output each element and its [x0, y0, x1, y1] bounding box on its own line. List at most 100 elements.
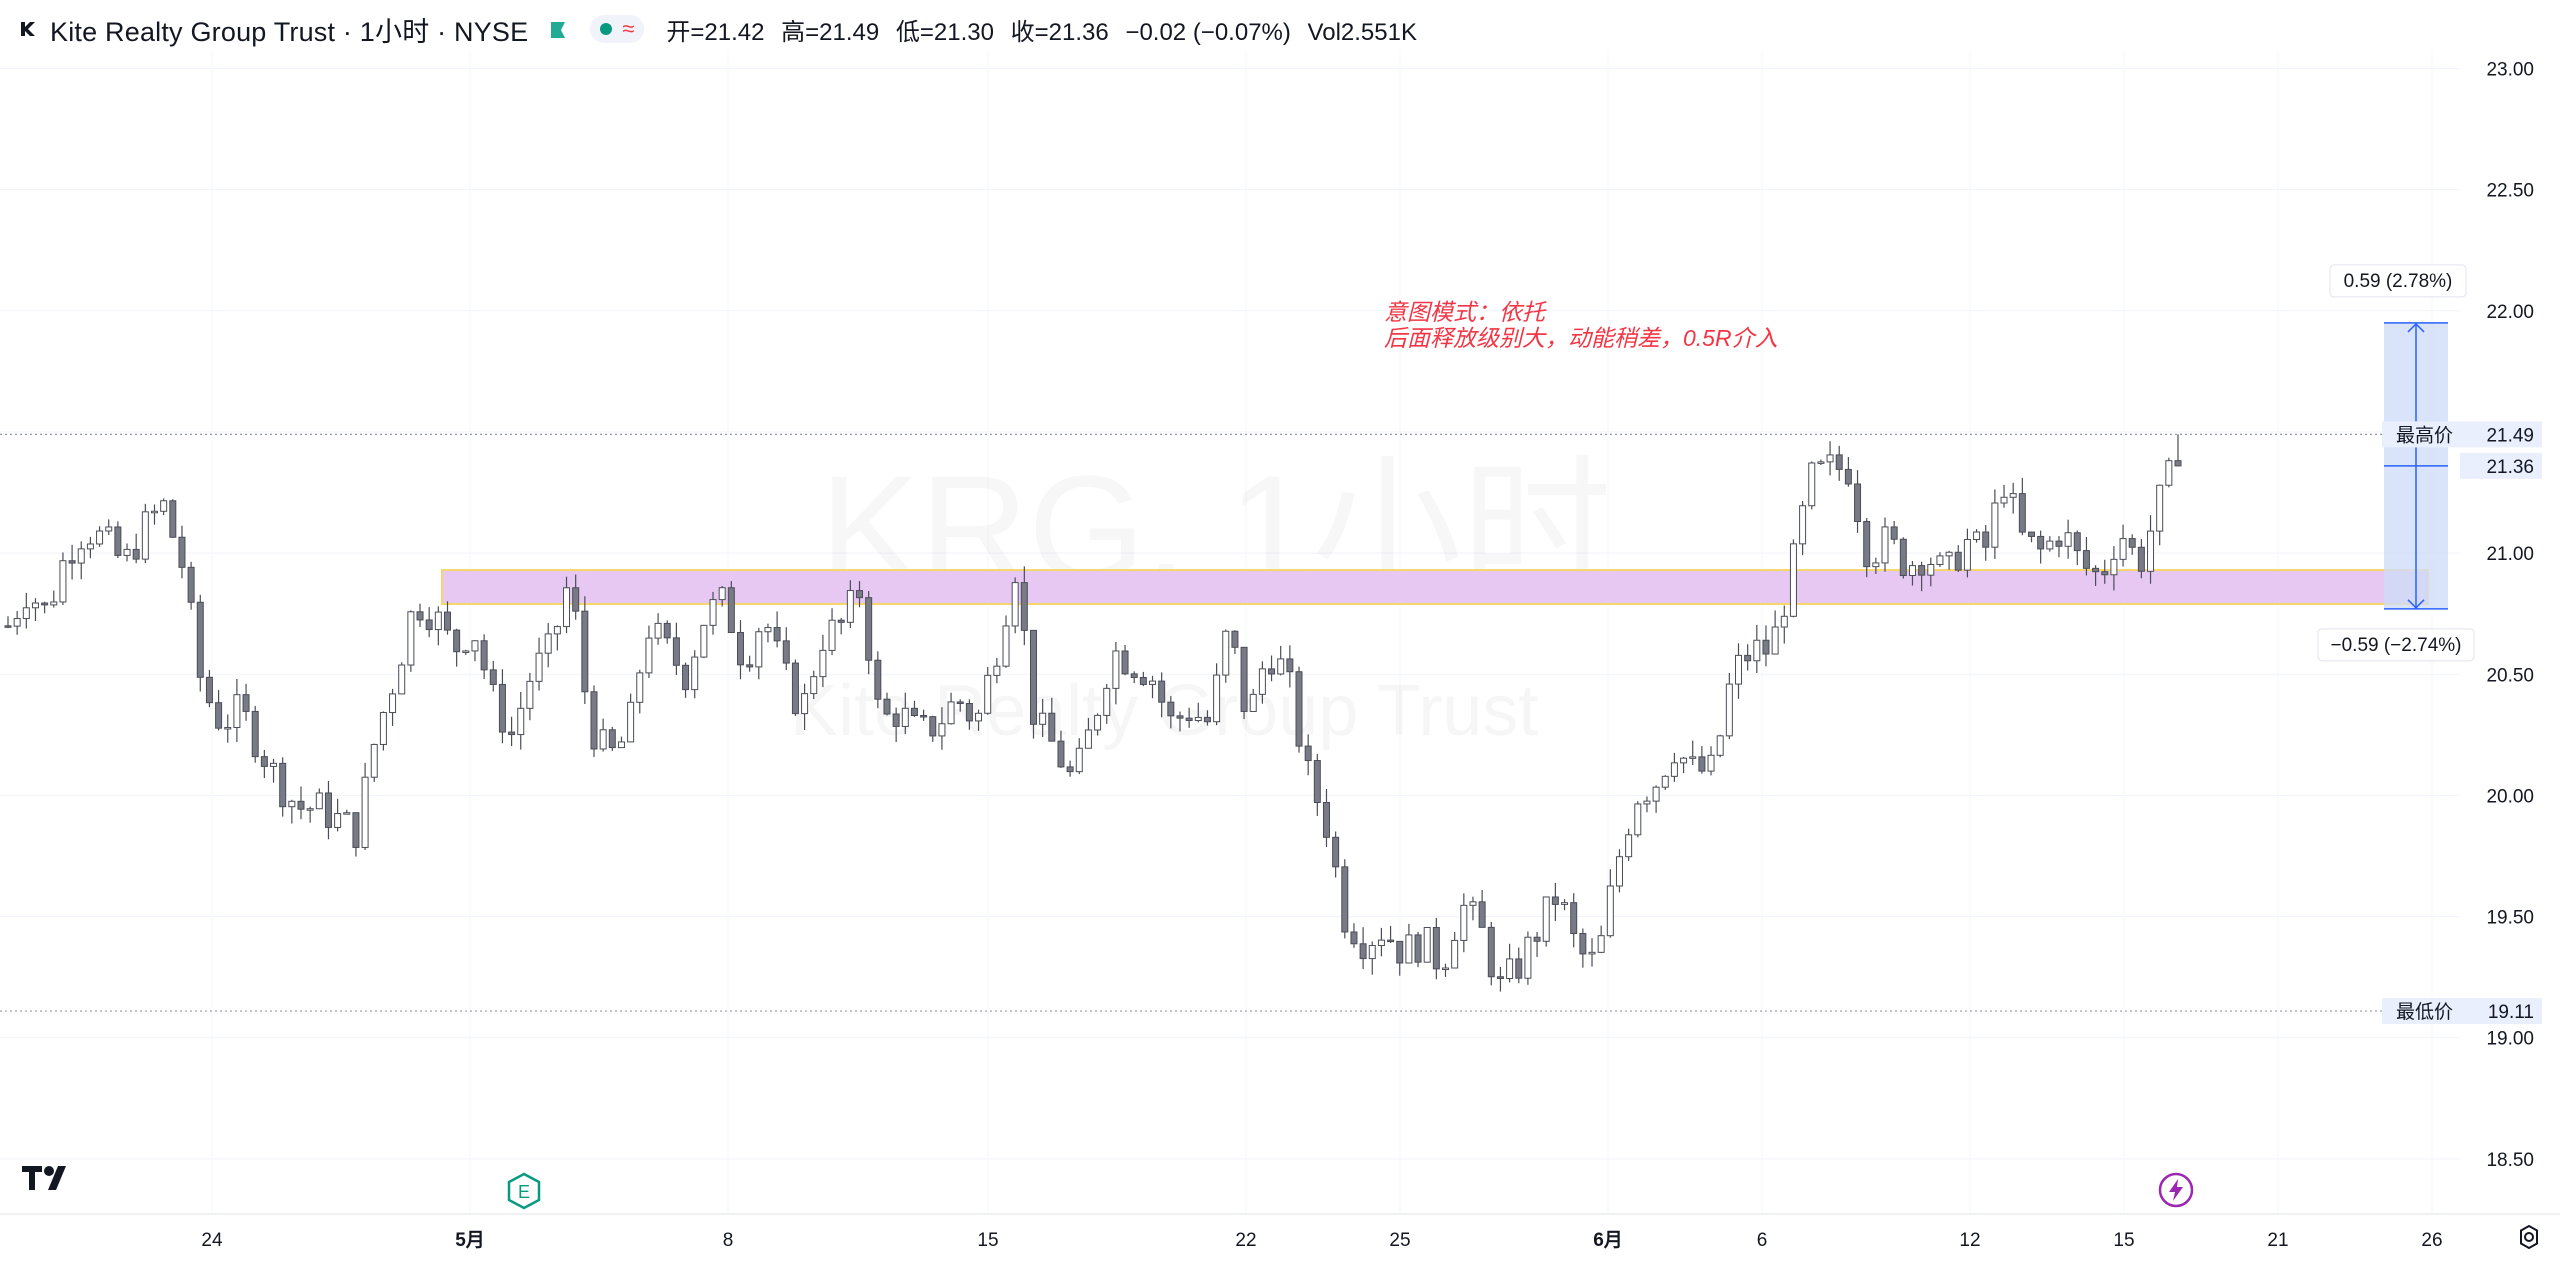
candle-body — [553, 626, 561, 635]
candle-body — [2018, 493, 2026, 533]
candle-body — [1268, 668, 1276, 675]
candle-body — [1213, 674, 1221, 723]
ohlc-values: 开=21.42 高=21.49 低=21.30 收=21.36 −0.02 (−… — [666, 12, 1427, 47]
candle-body — [993, 665, 1001, 676]
candle-body — [462, 650, 470, 653]
candle-body — [1313, 760, 1321, 804]
highest-price-label: 最高价 — [2396, 424, 2453, 446]
candle-body — [1973, 531, 1981, 541]
candle-body — [1844, 468, 1852, 485]
candle-body — [1203, 716, 1211, 723]
candle-body — [544, 633, 552, 654]
current-price-value: 21.36 — [2486, 457, 2534, 478]
support-zone-rectangle[interactable] — [441, 569, 2429, 605]
candle-body — [196, 601, 204, 678]
candle-body — [141, 511, 149, 560]
candle-body — [1405, 934, 1413, 964]
time-axis[interactable]: 24 5月 8 15 22 25 6月 6 12 15 21 26 — [201, 1230, 2442, 1251]
candle-body — [77, 548, 85, 564]
price-tick-label: 20.00 — [2486, 786, 2534, 807]
candle-body — [1643, 800, 1651, 805]
candle-body — [1185, 717, 1193, 722]
candle-body — [517, 707, 525, 736]
annotation-line-1: 意图模式：依托 — [1384, 299, 1547, 325]
candle-body — [791, 662, 799, 715]
candle-body — [205, 676, 213, 704]
time-tick-label: 5月 — [455, 1230, 485, 1251]
text-annotation[interactable]: 意图模式：依托 后面释放级别大，动能稍差，0.5R介入 — [1384, 299, 1778, 351]
candle-body — [1277, 658, 1285, 675]
candle-body — [324, 792, 332, 828]
candle-body — [1753, 639, 1761, 662]
ohlc-close: 收=21.36 — [1010, 18, 1109, 46]
candle-body — [1524, 936, 1532, 979]
lightning-icon[interactable] — [2158, 1172, 2194, 1213]
candle-body — [920, 715, 928, 718]
earnings-e-icon[interactable]: E — [506, 1172, 542, 1215]
candle-body — [2156, 484, 2164, 532]
candle-body — [764, 627, 772, 633]
candle-body — [2147, 530, 2155, 572]
time-tick-label: 25 — [1389, 1230, 1410, 1251]
candle-body — [627, 701, 635, 743]
candle-body — [1377, 939, 1385, 947]
candle-body — [169, 500, 177, 538]
candle-body — [581, 610, 589, 693]
candle-body — [2037, 535, 2045, 550]
candle-body — [563, 587, 571, 628]
candle-body — [819, 649, 827, 678]
candle-body — [1258, 668, 1266, 695]
candle-body — [1780, 615, 1788, 628]
candle-body — [1396, 940, 1404, 964]
candle-body — [1121, 650, 1129, 675]
candle-body — [1295, 671, 1303, 747]
candle-series — [4, 434, 2182, 992]
candle-body — [2165, 460, 2173, 486]
candle-body — [929, 716, 937, 737]
candle-body — [306, 808, 314, 811]
svg-text:E: E — [518, 1182, 530, 1202]
gear-icon[interactable] — [2516, 1224, 2542, 1255]
candle-body — [233, 694, 241, 728]
candle-body — [755, 631, 763, 668]
candle-body — [1194, 716, 1202, 722]
time-tick-label: 26 — [2421, 1230, 2442, 1251]
candle-body — [617, 741, 625, 749]
candle-body — [50, 601, 58, 606]
lowest-price-value: 19.11 — [2488, 1002, 2534, 1023]
candle-body — [498, 683, 506, 733]
candle-body — [1588, 951, 1596, 955]
symbol-logo-icon — [18, 18, 40, 40]
candle-body — [2064, 532, 2072, 547]
candle-body — [1542, 896, 1550, 942]
candle-body — [1735, 654, 1743, 685]
candle-body — [1359, 943, 1367, 960]
candle-body — [1872, 562, 1880, 568]
ohlc-low: 低=21.30 — [895, 18, 994, 46]
candle-body — [150, 510, 158, 514]
tradingview-logo-icon[interactable] — [20, 1162, 76, 1199]
candle-body — [810, 676, 818, 695]
candle-body — [901, 707, 909, 727]
symbol-title[interactable]: Kite Realty Group Trust · 1小时 · NYSE — [50, 16, 529, 47]
candle-body — [1615, 856, 1623, 887]
annotation-line-2: 后面释放级别大，动能稍差，0.5R介入 — [1384, 325, 1778, 351]
candle-body — [865, 597, 873, 661]
candle-body — [883, 698, 891, 715]
measure-arrow-up — [2407, 322, 2425, 333]
ohlc-open: 开=21.42 — [666, 18, 765, 46]
price-range-measure[interactable]: 0.59 (2.78%) −0.59 (−2.74%) — [2317, 264, 2475, 662]
candle-body — [654, 622, 662, 639]
ohlc-volume: Vol2.551K — [1307, 18, 1417, 46]
candle-body — [1332, 836, 1340, 868]
highest-price-tag — [2382, 421, 2542, 448]
candle-body — [2137, 546, 2145, 572]
symbol-legend: Kite Realty Group Trust · 1小时 · NYSE ≈ 开… — [18, 12, 1427, 47]
candle-body — [1789, 543, 1797, 617]
candle-body — [242, 694, 250, 712]
candle-body — [663, 622, 671, 639]
candle-body — [837, 619, 845, 623]
candle-body — [160, 500, 168, 512]
status-pill[interactable]: ≈ — [590, 15, 645, 43]
